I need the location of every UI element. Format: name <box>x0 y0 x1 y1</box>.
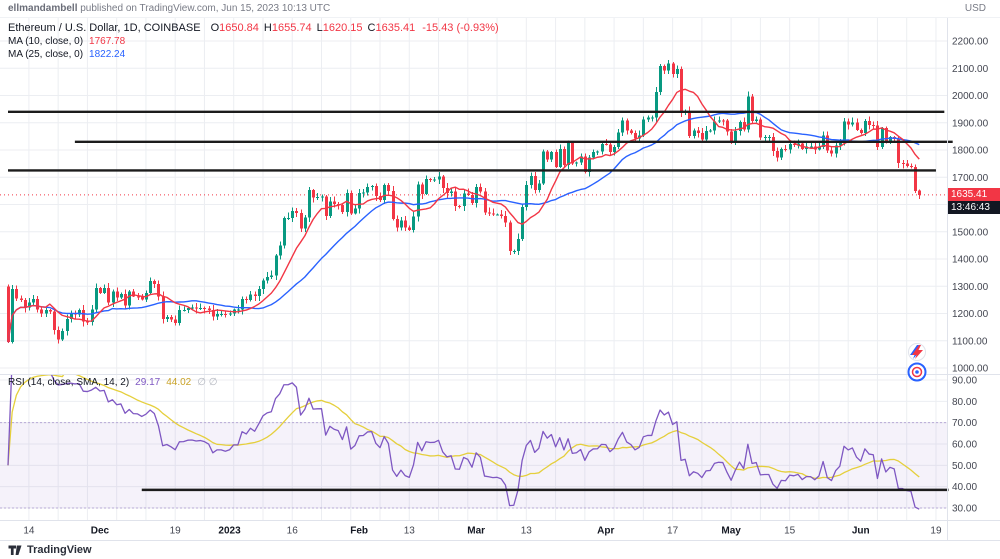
svg-text:13: 13 <box>521 526 533 537</box>
candles <box>7 60 921 344</box>
price-axis-currency-label[interactable]: USD <box>964 3 986 14</box>
ma25-row[interactable]: MA (25, close, 0) 1822.24 <box>8 48 499 60</box>
rsi-band <box>0 422 947 508</box>
svg-text:19: 19 <box>930 526 942 537</box>
svg-text:1000.00: 1000.00 <box>952 364 989 375</box>
ma10-row[interactable]: MA (10, close, 0) 1767.78 <box>8 35 499 47</box>
bullseye-reaction-icon[interactable] <box>907 362 927 382</box>
svg-text:17: 17 <box>667 526 679 537</box>
svg-text:1700.00: 1700.00 <box>952 173 989 184</box>
svg-text:30.00: 30.00 <box>952 504 977 515</box>
svg-text:14: 14 <box>23 526 35 537</box>
ma25-label: MA (25, close, 0) <box>8 48 84 60</box>
svg-text:15: 15 <box>784 526 796 537</box>
rsi-ma-line <box>7 375 920 479</box>
time-axis[interactable]: 14 Dec 19 2023 16 Feb 13 Mar 13 Apr 17 May 15 Jun 19 <box>23 526 942 537</box>
symbol-title[interactable]: Ethereum / U.S. Dollar, 1D, COINBASE <box>8 21 201 34</box>
svg-text:80.00: 80.00 <box>952 397 977 408</box>
svg-text:May: May <box>721 526 741 537</box>
rsi-line <box>7 375 920 510</box>
ma10-line <box>7 88 920 343</box>
publish-info-text: published on TradingView.com, Jun 15, 20… <box>77 3 331 14</box>
svg-text:2000.00: 2000.00 <box>952 91 989 102</box>
rsi-label: RSI (14, close, SMA, 14, 2) <box>8 377 130 388</box>
svg-text:70.00: 70.00 <box>952 418 977 429</box>
ma10-label: MA (10, close, 0) <box>8 35 84 47</box>
topbar: ellmandambell published on TradingView.c… <box>0 0 1000 18</box>
rsi-extra-values: ∅ ∅ <box>197 377 218 388</box>
svg-text:Feb: Feb <box>350 526 368 537</box>
main-legend: Ethereum / U.S. Dollar, 1D, COINBASE O16… <box>8 21 499 60</box>
svg-text:Dec: Dec <box>91 526 110 537</box>
rsi-value: 29.17 <box>135 377 161 388</box>
last-price-axis-label: 1635.41 <box>948 188 1000 201</box>
price-axis[interactable]: 1000.00 1100.00 1200.00 1300.00 1400.00 1500.… <box>952 37 989 515</box>
svg-text:1400.00: 1400.00 <box>952 255 989 266</box>
svg-text:Apr: Apr <box>597 526 614 537</box>
svg-text:1200.00: 1200.00 <box>952 309 989 320</box>
symbol-row: Ethereum / U.S. Dollar, 1D, COINBASE O16… <box>8 21 499 34</box>
lightning-reaction-icon[interactable] <box>908 343 926 361</box>
tradingview-logo-text[interactable]: TradingView <box>27 544 92 556</box>
svg-text:40.00: 40.00 <box>952 482 977 493</box>
svg-text:1300.00: 1300.00 <box>952 282 989 293</box>
publish-info: ellmandambell published on TradingView.c… <box>8 3 330 14</box>
change-value: -15.43 (-0.93%) <box>422 21 499 34</box>
svg-text:Jun: Jun <box>852 526 870 537</box>
ma25-line <box>7 111 920 343</box>
svg-text:13: 13 <box>404 526 416 537</box>
footer: TradingView <box>0 540 1000 559</box>
svg-text:2200.00: 2200.00 <box>952 37 989 48</box>
svg-text:1100.00: 1100.00 <box>952 336 988 347</box>
rsi-ma-value: 44.02 <box>166 377 192 388</box>
tradingview-logo-icon[interactable] <box>8 544 22 557</box>
svg-text:1500.00: 1500.00 <box>952 227 989 238</box>
svg-text:16: 16 <box>287 526 299 537</box>
svg-text:19: 19 <box>170 526 182 537</box>
low-value: L1620.15 <box>316 21 363 34</box>
svg-text:Mar: Mar <box>467 526 485 537</box>
svg-text:2100.00: 2100.00 <box>952 64 989 75</box>
svg-text:90.00: 90.00 <box>952 376 977 387</box>
svg-text:50.00: 50.00 <box>952 461 977 472</box>
svg-text:2023: 2023 <box>218 526 241 537</box>
close-value: C1635.41 <box>367 21 416 34</box>
open-value: O1650.84 <box>210 21 259 34</box>
svg-text:60.00: 60.00 <box>952 440 977 451</box>
bar-close-countdown: 13:46:43 <box>948 201 1000 214</box>
rsi-legend[interactable]: RSI (14, close, SMA, 14, 2) 29.17 44.02 … <box>8 377 217 388</box>
ma10-value: 1767.78 <box>89 35 126 47</box>
svg-text:1800.00: 1800.00 <box>952 146 989 157</box>
high-value: H1655.74 <box>263 21 312 34</box>
ma25-value: 1822.24 <box>89 48 126 60</box>
svg-text:1900.00: 1900.00 <box>952 118 989 129</box>
publisher-username[interactable]: ellmandambell <box>8 3 78 14</box>
